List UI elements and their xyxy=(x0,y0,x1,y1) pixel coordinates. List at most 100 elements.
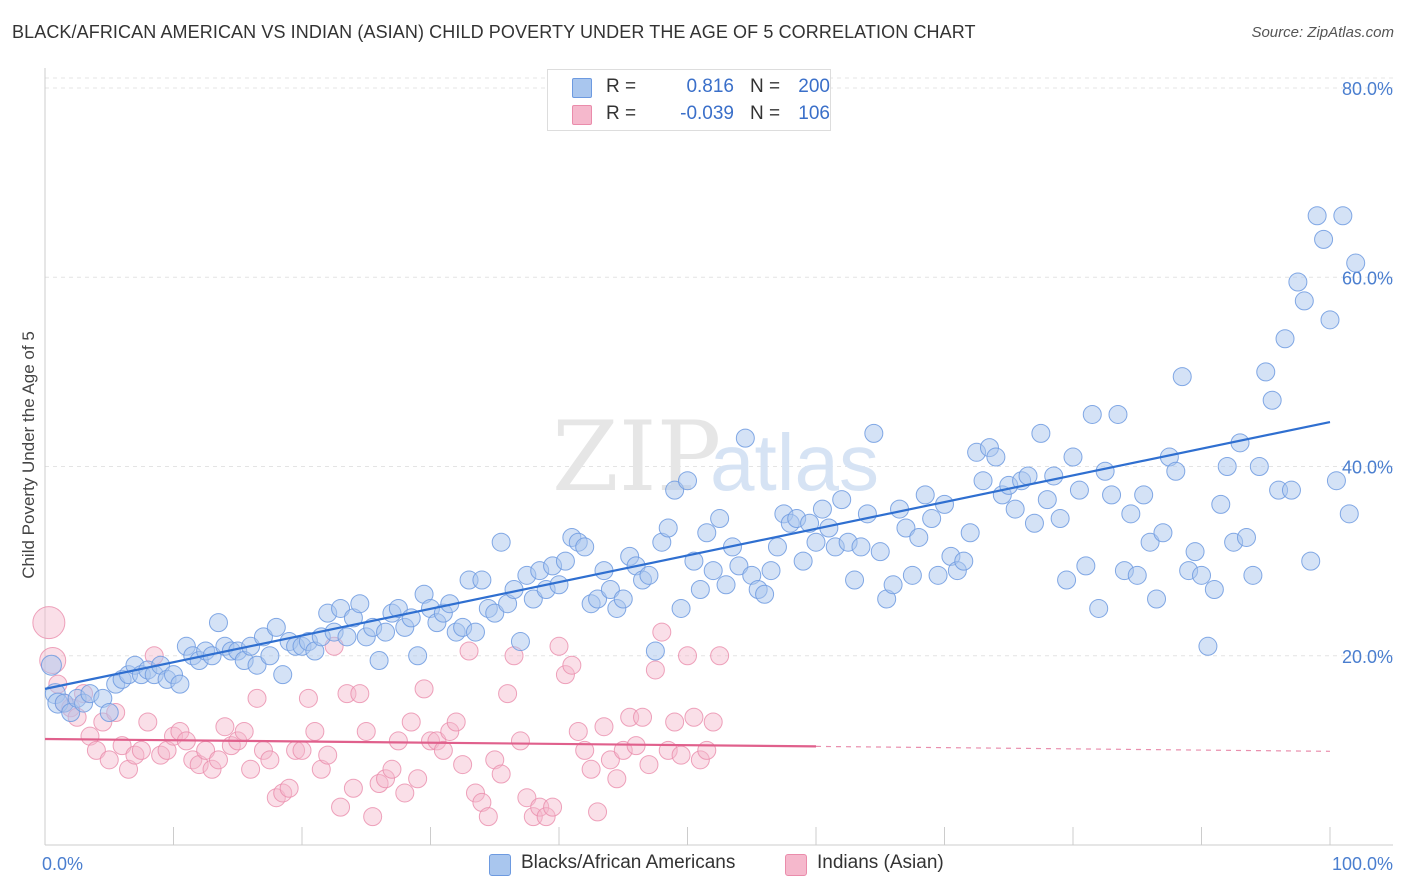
indians-point xyxy=(376,769,396,789)
blacks-point xyxy=(613,589,633,609)
legend-r-label: R = xyxy=(606,103,637,124)
blacks-point xyxy=(703,561,723,581)
blacks-point xyxy=(684,551,704,571)
blacks-point xyxy=(1057,570,1077,590)
indians-point xyxy=(401,712,421,732)
chart-title: BLACK/AFRICAN AMERICAN VS INDIAN (ASIAN)… xyxy=(12,22,976,42)
indians-point xyxy=(427,731,447,751)
blacks-point xyxy=(710,509,730,529)
blacks-point xyxy=(870,542,890,562)
indians-point xyxy=(478,807,498,827)
indians-point xyxy=(510,731,530,751)
indians-point xyxy=(119,759,139,779)
legend-r-value: 0.816 xyxy=(686,76,734,97)
indians-point xyxy=(581,759,601,779)
blacks-point xyxy=(1102,485,1122,505)
blacks-point xyxy=(510,632,530,652)
indians-point xyxy=(395,783,415,803)
x-tick-label: 100.0% xyxy=(1332,854,1393,874)
blacks-point xyxy=(600,580,620,600)
indians-point xyxy=(260,750,280,770)
blacks-point xyxy=(555,551,575,571)
watermark-zip: ZIP xyxy=(552,401,721,513)
indians-point xyxy=(665,712,685,732)
blacks-point xyxy=(851,537,871,557)
indians-point xyxy=(157,740,177,760)
indians-point xyxy=(639,755,659,775)
blacks-point xyxy=(697,523,717,543)
indians-point xyxy=(202,759,222,779)
indians-point xyxy=(298,688,318,708)
indians-point xyxy=(131,740,151,760)
blacks-point xyxy=(1281,480,1301,500)
indians-point xyxy=(414,679,434,699)
x-tick-label: 0.0% xyxy=(42,854,83,874)
blacks-point xyxy=(1153,523,1173,543)
blacks-point xyxy=(1095,461,1115,481)
bottom-legend-label: Indians (Asian) xyxy=(817,852,944,873)
blacks-point xyxy=(1044,466,1064,486)
blacks-point xyxy=(350,594,370,614)
blacks-point xyxy=(761,561,781,581)
indians-point xyxy=(465,783,485,803)
blacks-point xyxy=(1301,551,1321,571)
indians-point xyxy=(343,778,363,798)
blacks-point xyxy=(1140,532,1160,552)
indians-point xyxy=(690,750,710,770)
blacks-point xyxy=(1147,589,1167,609)
blacks-point xyxy=(755,584,775,604)
blacks-point xyxy=(1134,485,1154,505)
blacks-point xyxy=(793,551,813,571)
blacks-point xyxy=(369,650,389,670)
indians-point xyxy=(549,636,569,656)
blacks-point xyxy=(1076,556,1096,576)
blacks-point xyxy=(1031,423,1051,443)
blacks-point xyxy=(337,627,357,647)
indians-point xyxy=(112,736,132,756)
blacks-point xyxy=(1166,461,1186,481)
watermark-atlas: atlas xyxy=(710,418,879,507)
indians-point xyxy=(292,740,312,760)
blacks-point xyxy=(832,490,852,510)
indians-point xyxy=(247,688,267,708)
blacks-point xyxy=(1346,253,1366,273)
blacks-point xyxy=(1063,447,1083,467)
y-axis-title: Child Poverty Under the Age of 5 xyxy=(19,331,38,579)
blacks-point xyxy=(1172,367,1192,387)
blacks-point xyxy=(208,613,228,633)
blacks-point xyxy=(588,589,608,609)
indians-point xyxy=(421,731,440,751)
indians-point xyxy=(613,740,633,760)
indians-point xyxy=(678,646,697,666)
indians-point xyxy=(433,740,453,760)
indians-point xyxy=(543,797,563,817)
blacks-point xyxy=(922,509,942,529)
blacks-point xyxy=(1024,513,1044,533)
blacks-point xyxy=(1288,272,1308,292)
blacks-point xyxy=(954,551,974,571)
blacks-point xyxy=(1204,580,1224,600)
indians-point xyxy=(594,717,614,737)
blacks-point xyxy=(331,598,351,618)
blacks-point xyxy=(960,523,980,543)
blacks-point xyxy=(671,598,691,618)
y-tick-label: 80.0% xyxy=(1342,79,1393,99)
indians-point xyxy=(32,606,66,640)
indians-point xyxy=(588,802,608,822)
indians-point xyxy=(80,726,100,746)
blacks-point xyxy=(1339,504,1359,524)
blacks-point xyxy=(273,665,293,685)
blacks-point xyxy=(1082,404,1102,424)
blacks-point xyxy=(408,646,428,666)
indians-point xyxy=(208,750,228,770)
blacks-point xyxy=(986,447,1006,467)
indians-point xyxy=(331,797,351,817)
blacks-point xyxy=(99,703,119,723)
blacks-point xyxy=(767,537,787,557)
blacks-point xyxy=(645,641,665,661)
legend-n-value: 106 xyxy=(798,103,830,124)
trend-line-indians xyxy=(44,737,817,748)
blacks-point xyxy=(658,518,678,538)
blacks-point xyxy=(1037,490,1057,510)
indians-point xyxy=(472,792,492,812)
